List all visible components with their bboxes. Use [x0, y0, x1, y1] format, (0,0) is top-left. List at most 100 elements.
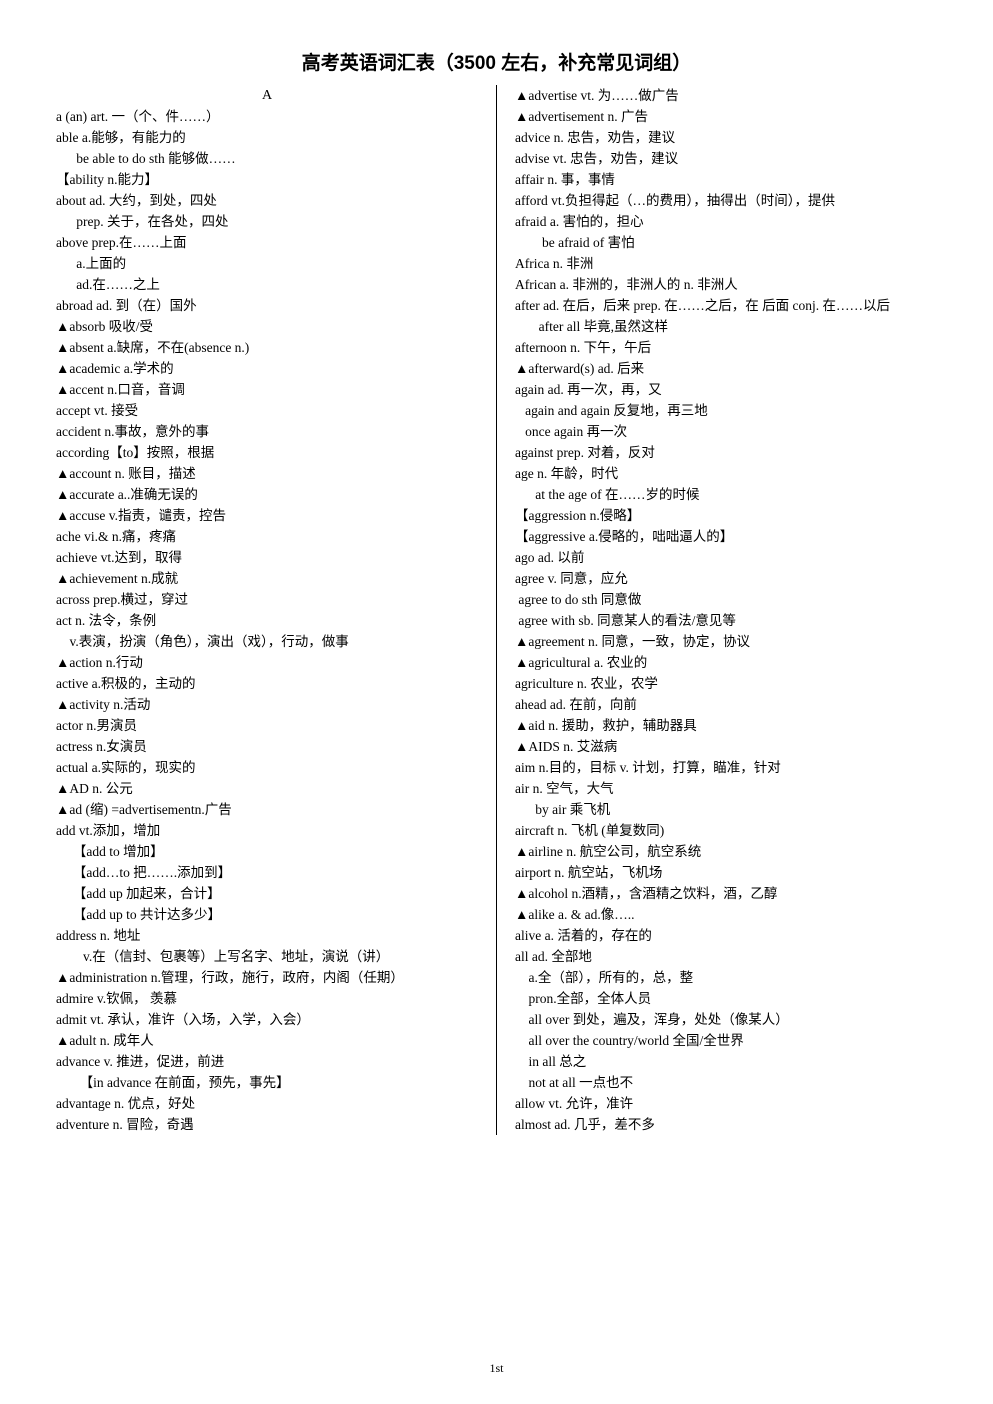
vocab-entry: aim n.目的，目标 v. 计划，打算，瞄准，针对	[515, 757, 937, 778]
vocab-entry: ▲airline n. 航空公司，航空系统	[515, 841, 937, 862]
vocab-entry: ▲advertisement n. 广告	[515, 106, 937, 127]
vocab-entry: ▲academic a.学术的	[56, 358, 478, 379]
vocab-entry: 【aggression n.侵略】	[515, 505, 937, 526]
vocab-entry: ▲account n. 账目，描述	[56, 463, 478, 484]
vocab-entry: ▲afterward(s) ad. 后来	[515, 358, 937, 379]
vocab-entry: admit vt. 承认，准许（入场，入学，入会）	[56, 1009, 478, 1030]
vocab-entry: ▲action n.行动	[56, 652, 478, 673]
vocab-entry: according【to】按照，根据	[56, 442, 478, 463]
vocab-entry: air n. 空气，大气	[515, 778, 937, 799]
left-column: A a (an) art. 一（个、件……）able a.能够，有能力的 be …	[56, 85, 497, 1135]
vocab-entry: ▲achievement n.成就	[56, 568, 478, 589]
vocab-entry: ▲activity n.活动	[56, 694, 478, 715]
vocab-entry: accident n.事故，意外的事	[56, 421, 478, 442]
vocab-entry: airport n. 航空站，飞机场	[515, 862, 937, 883]
vocab-entry: aircraft n. 飞机 (单复数同)	[515, 820, 937, 841]
vocab-entry: at the age of 在……岁的时候	[515, 484, 937, 505]
vocab-entry: all over 到处，遍及，浑身，处处（像某人）	[515, 1009, 937, 1030]
vocab-entry: actual a.实际的，现实的	[56, 757, 478, 778]
vocab-entry: act n. 法令，条例	[56, 610, 478, 631]
vocab-entry: ▲alike a. & ad.像…..	[515, 904, 937, 925]
section-letter: A	[56, 85, 478, 106]
vocab-entry: 【add up to 共计达多少】	[56, 904, 478, 925]
vocab-entry: alive a. 活着的，存在的	[515, 925, 937, 946]
vocab-entry: affair n. 事，事情	[515, 169, 937, 190]
vocab-entry: not at all 一点也不	[515, 1072, 937, 1093]
vocab-entry: afternoon n. 下午，午后	[515, 337, 937, 358]
vocab-entry: prep. 关于，在各处，四处	[56, 211, 478, 232]
vocab-entry: all ad. 全部地	[515, 946, 937, 967]
vocab-entry: Africa n. 非洲	[515, 253, 937, 274]
vocab-entry: ▲advertise vt. 为……做广告	[515, 85, 937, 106]
vocab-entry: ▲aid n. 援助，救护，辅助器具	[515, 715, 937, 736]
vocab-entry: ▲agreement n. 同意，一致，协定，协议	[515, 631, 937, 652]
vocab-entry: 【in advance 在前面，预先，事先】	[56, 1072, 478, 1093]
vocab-entry: ▲absorb 吸收/受	[56, 316, 478, 337]
vocab-entry: agree to do sth 同意做	[515, 589, 937, 610]
vocab-entry: advice n. 忠告，劝告，建议	[515, 127, 937, 148]
vocab-entry: be able to do sth 能够做……	[56, 148, 478, 169]
vocab-entry: above prep.在……上面	[56, 232, 478, 253]
vocab-entry: ▲adult n. 成年人	[56, 1030, 478, 1051]
vocab-entry: ago ad. 以前	[515, 547, 937, 568]
vocab-entry: address n. 地址	[56, 925, 478, 946]
vocab-entry: v.在（信封、包裹等）上写名字、地址，演说（讲）	[56, 946, 478, 967]
vocab-entry: ▲accurate a..准确无误的	[56, 484, 478, 505]
vocab-entry: in all 总之	[515, 1051, 937, 1072]
vocab-entry: ▲ad (缩) =advertisementn.广告	[56, 799, 478, 820]
vocab-entry: accept vt. 接受	[56, 400, 478, 421]
vocab-entry: a (an) art. 一（个、件……）	[56, 106, 478, 127]
vocab-entry: able a.能够，有能力的	[56, 127, 478, 148]
vocab-entry: actor n.男演员	[56, 715, 478, 736]
vocab-entry: afraid a. 害怕的，担心	[515, 211, 937, 232]
vocab-entry: about ad. 大约，到处，四处	[56, 190, 478, 211]
vocab-entry: across prep.横过，穿过	[56, 589, 478, 610]
vocab-entry: add vt.添加，增加	[56, 820, 478, 841]
vocab-entry: advance v. 推进，促进，前进	[56, 1051, 478, 1072]
vocab-entry: ▲AIDS n. 艾滋病	[515, 736, 937, 757]
vocab-entry: abroad ad. 到（在）国外	[56, 295, 478, 316]
vocab-entry: by air 乘飞机	[515, 799, 937, 820]
vocab-entry: allow vt. 允许，准许	[515, 1093, 937, 1114]
document-title: 高考英语词汇表（3500 左右，补充常见词组）	[56, 48, 937, 75]
vocab-entry: agree with sb. 同意某人的看法/意见等	[515, 610, 937, 631]
vocab-entry: again and again 反复地，再三地	[515, 400, 937, 421]
vocab-entry: advise vt. 忠告，劝告，建议	[515, 148, 937, 169]
vocab-entry: ▲absent a.缺席，不在(absence n.)	[56, 337, 478, 358]
vocab-entry: ad.在……之上	[56, 274, 478, 295]
vocab-entry: agree v. 同意，应允	[515, 568, 937, 589]
vocab-entry: admire v.钦佩， 羡慕	[56, 988, 478, 1009]
vocab-entry: ▲agricultural a. 农业的	[515, 652, 937, 673]
vocab-entry: ahead ad. 在前，向前	[515, 694, 937, 715]
content-columns: A a (an) art. 一（个、件……）able a.能够，有能力的 be …	[56, 85, 937, 1135]
vocab-entry: agriculture n. 农业，农学	[515, 673, 937, 694]
vocab-entry: actress n.女演员	[56, 736, 478, 757]
vocab-entry: adventure n. 冒险，奇遇	[56, 1114, 478, 1135]
vocab-entry: v.表演，扮演（角色），演出（戏），行动，做事	[56, 631, 478, 652]
vocab-entry: all over the country/world 全国/全世界	[515, 1030, 937, 1051]
vocab-entry: a.全（部），所有的，总，整	[515, 967, 937, 988]
vocab-entry: ▲alcohol n.酒精，，含酒精之饮料，酒，乙醇	[515, 883, 937, 904]
vocab-entry: be afraid of 害怕	[515, 232, 937, 253]
vocab-entry: ▲AD n. 公元	[56, 778, 478, 799]
vocab-entry: again ad. 再一次，再，又	[515, 379, 937, 400]
vocab-entry: against prep. 对着，反对	[515, 442, 937, 463]
vocab-entry: after all 毕竟,虽然这样	[515, 316, 937, 337]
vocab-entry: 【aggressive a.侵略的，咄咄逼人的】	[515, 526, 937, 547]
vocab-entry: ▲administration n.管理，行政，施行，政府，内阁（任期）	[56, 967, 478, 988]
vocab-entry: ache vi.& n.痛，疼痛	[56, 526, 478, 547]
vocab-entry: 【add…to 把…….添加到】	[56, 862, 478, 883]
left-entries: a (an) art. 一（个、件……）able a.能够，有能力的 be ab…	[56, 106, 478, 1135]
vocab-entry: almost ad. 几乎，差不多	[515, 1114, 937, 1135]
vocab-entry: 【add up 加起来，合计】	[56, 883, 478, 904]
vocab-entry: 【add to 增加】	[56, 841, 478, 862]
vocab-entry: once again 再一次	[515, 421, 937, 442]
vocab-entry: achieve vt.达到，取得	[56, 547, 478, 568]
right-entries: ▲advertise vt. 为……做广告▲advertisement n. 广…	[515, 85, 937, 1135]
vocab-entry: 【ability n.能力】	[56, 169, 478, 190]
page-number: 1st	[0, 1361, 993, 1376]
vocab-entry: pron.全部，全体人员	[515, 988, 937, 1009]
vocab-entry: a.上面的	[56, 253, 478, 274]
vocab-entry: after ad. 在后，后来 prep. 在……之后，在 后面 conj. 在…	[515, 295, 937, 316]
vocab-entry: afford vt.负担得起（…的费用），抽得出（时间），提供	[515, 190, 937, 211]
